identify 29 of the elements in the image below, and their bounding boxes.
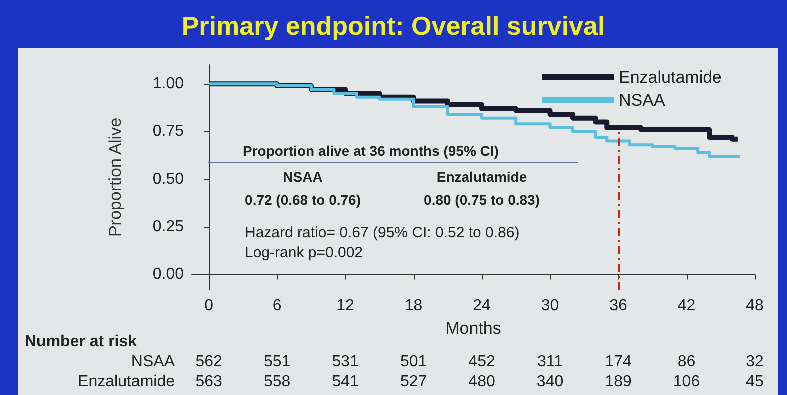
annotation: Hazard ratio= 0.67 (95% CI: 0.52 to 0.86)	[245, 224, 520, 242]
legend-label: Enzalutamide	[618, 68, 722, 87]
x-tick-label: 24	[473, 298, 492, 314]
x-tick-label: 12	[336, 298, 355, 314]
legend-label: NSAA	[618, 91, 666, 110]
text: Number at risk	[25, 334, 138, 350]
annotation: NSAA	[283, 169, 323, 185]
y-tick-label: 0.00	[152, 266, 184, 284]
y-axis-title: Proportion Alive	[106, 118, 125, 238]
x-tick-label: 36	[610, 298, 628, 314]
x-tick-label: 48	[746, 298, 764, 314]
y-tick-label: 0.75	[152, 123, 184, 140]
x-tick-label: 18	[404, 298, 423, 314]
text: NSAA 562 551 531 501 452 311 174 86 32	[131, 354, 764, 370]
x-tick-label: 0	[204, 298, 214, 314]
y-tick-label: 0.25	[152, 218, 184, 236]
annotation: Proportion alive at 36 months (95% CI)	[243, 143, 499, 159]
annotation: 0.80 (0.75 to 0.83)	[424, 192, 540, 208]
text: Enzalutamide 563 558 541 527 480 340 189 106 45	[78, 374, 764, 390]
x-tick-label: 6	[272, 298, 282, 314]
annotation: 0.72 (0.68 to 0.76)	[245, 192, 361, 208]
x-tick-label: 42	[678, 298, 696, 314]
annotation: Log-rank p=0.002	[245, 244, 364, 262]
y-tick-label: 0.50	[152, 170, 184, 188]
y-tick-label: 1.00	[152, 76, 184, 93]
chart-title: Primary endpoint: Overall survival	[182, 11, 606, 41]
x-tick-label: 30	[541, 298, 560, 314]
annotation: Enzalutamide	[436, 169, 528, 185]
x-axis-title: Months	[446, 319, 502, 338]
